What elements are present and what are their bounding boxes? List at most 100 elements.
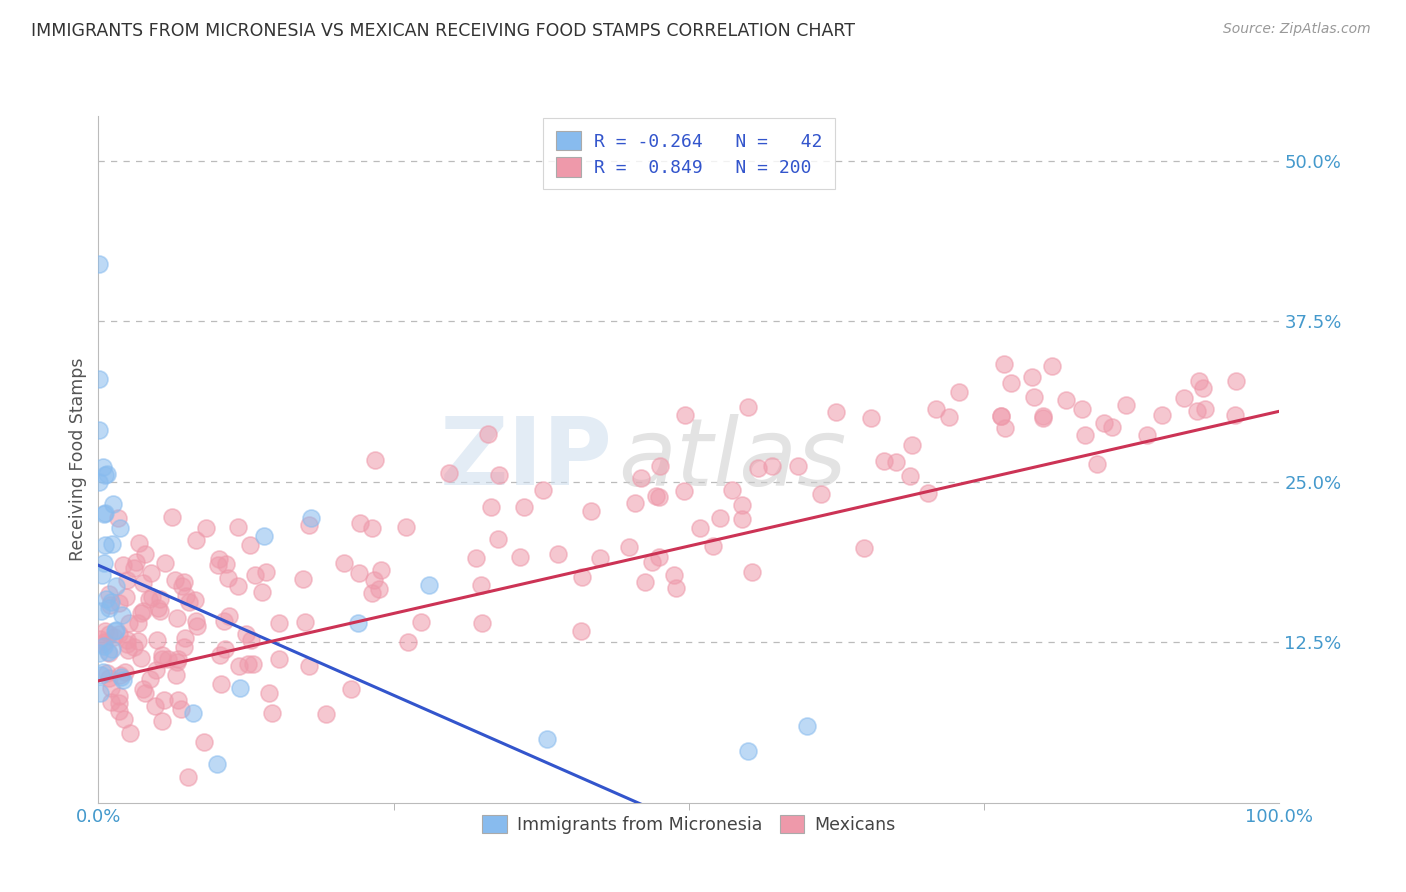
Point xyxy=(644,489,666,503)
Point xyxy=(145,633,167,648)
Point xyxy=(184,593,207,607)
Point xyxy=(156,651,179,665)
Point xyxy=(117,643,139,657)
Point xyxy=(115,637,138,651)
Point xyxy=(267,652,290,666)
Text: ZIP: ZIP xyxy=(439,413,612,506)
Point xyxy=(214,614,236,628)
Point xyxy=(205,757,228,772)
Point xyxy=(166,652,188,666)
Point xyxy=(315,707,337,722)
Point xyxy=(129,651,152,665)
Point xyxy=(93,556,115,570)
Point xyxy=(238,657,260,672)
Point xyxy=(709,511,731,525)
Point xyxy=(96,467,118,481)
Point xyxy=(363,574,385,588)
Point xyxy=(333,556,356,570)
Point xyxy=(163,573,186,587)
Point xyxy=(254,565,277,579)
Point xyxy=(368,582,391,596)
Point xyxy=(396,635,419,649)
Point xyxy=(884,455,907,469)
Point xyxy=(898,469,921,483)
Point xyxy=(340,681,363,696)
Point xyxy=(87,257,110,271)
Point xyxy=(1040,359,1063,373)
Point xyxy=(87,372,110,386)
Point xyxy=(207,552,229,566)
Point xyxy=(176,589,198,603)
Point xyxy=(1194,401,1216,416)
Point xyxy=(179,594,201,608)
Point xyxy=(349,566,371,580)
Point xyxy=(437,466,460,480)
Point xyxy=(409,615,432,629)
Point xyxy=(235,627,257,641)
Point xyxy=(347,615,370,630)
Point xyxy=(214,642,236,657)
Point xyxy=(193,735,215,749)
Point xyxy=(547,548,569,562)
Point xyxy=(990,409,1012,424)
Point xyxy=(98,646,121,660)
Point xyxy=(89,632,111,647)
Point xyxy=(208,648,231,662)
Point xyxy=(298,659,321,673)
Point xyxy=(291,573,314,587)
Point xyxy=(127,615,149,630)
Point xyxy=(101,537,124,551)
Point xyxy=(852,541,875,555)
Point xyxy=(153,693,176,707)
Point xyxy=(100,595,122,609)
Point xyxy=(138,673,160,687)
Point xyxy=(787,459,810,474)
Point xyxy=(150,714,173,729)
Point xyxy=(581,504,603,518)
Point xyxy=(648,459,671,474)
Point xyxy=(536,731,558,746)
Point xyxy=(648,549,671,564)
Point xyxy=(901,438,924,452)
Point xyxy=(122,640,145,654)
Point xyxy=(103,630,125,644)
Point xyxy=(1032,411,1054,425)
Point xyxy=(470,616,492,631)
Point xyxy=(93,637,115,651)
Point xyxy=(747,461,769,475)
Point xyxy=(239,538,262,552)
Point xyxy=(226,519,249,533)
Point xyxy=(702,539,724,553)
Point xyxy=(571,570,593,584)
Point xyxy=(143,699,166,714)
Point xyxy=(1136,427,1159,442)
Point xyxy=(665,581,688,595)
Point xyxy=(97,671,120,685)
Point xyxy=(105,579,128,593)
Point xyxy=(127,634,149,648)
Point xyxy=(91,665,114,679)
Text: Source: ZipAtlas.com: Source: ZipAtlas.com xyxy=(1223,22,1371,37)
Point xyxy=(1032,409,1054,424)
Point xyxy=(215,557,238,571)
Point xyxy=(118,726,141,740)
Point xyxy=(90,604,112,618)
Point xyxy=(170,702,193,716)
Point xyxy=(149,604,172,618)
Point xyxy=(1191,382,1213,396)
Point xyxy=(531,483,554,497)
Point xyxy=(167,693,190,707)
Point xyxy=(93,635,115,649)
Point xyxy=(298,518,321,533)
Point xyxy=(155,557,177,571)
Text: atlas: atlas xyxy=(619,414,846,505)
Point xyxy=(98,626,121,640)
Point xyxy=(1185,404,1208,418)
Point xyxy=(349,516,371,530)
Point xyxy=(107,511,129,525)
Point xyxy=(990,409,1012,424)
Point xyxy=(165,668,187,682)
Point xyxy=(89,475,111,489)
Point xyxy=(360,586,382,600)
Point xyxy=(108,596,131,610)
